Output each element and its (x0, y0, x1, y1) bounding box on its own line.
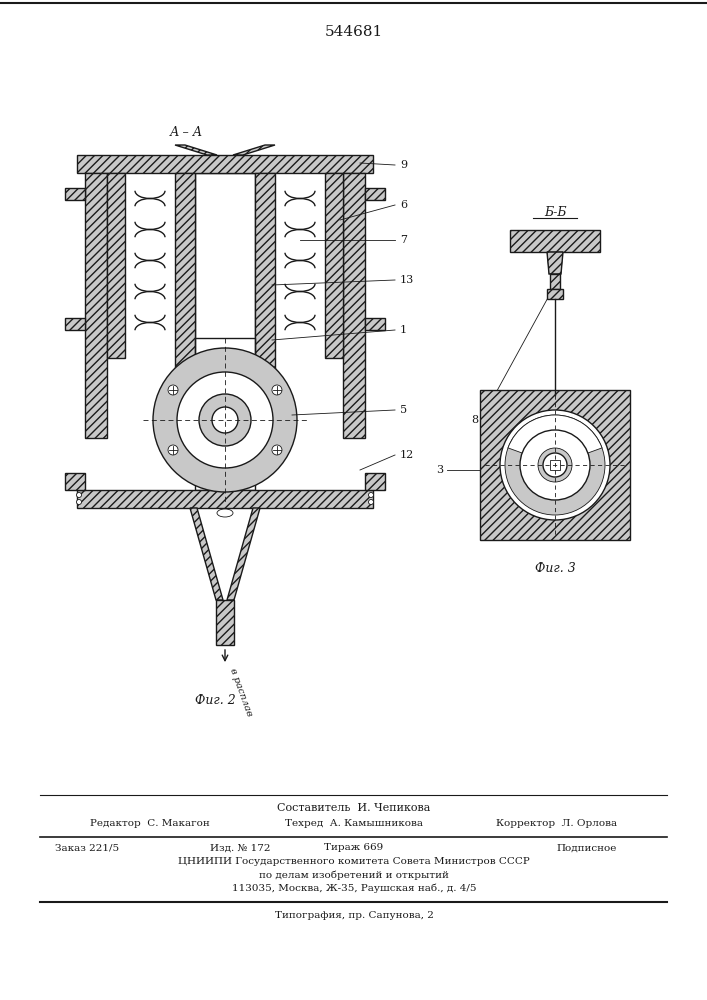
Text: 8: 8 (472, 415, 479, 425)
Bar (550, 274, 560, 289)
Text: 113035, Москва, Ж-35, Раушская наб., д. 4/5: 113035, Москва, Ж-35, Раушская наб., д. … (232, 883, 477, 893)
Polygon shape (190, 508, 223, 600)
Polygon shape (547, 252, 563, 274)
Text: 12: 12 (400, 450, 414, 460)
Ellipse shape (217, 509, 233, 517)
Text: 5: 5 (400, 405, 407, 415)
Bar (480, 390, 630, 540)
Circle shape (76, 499, 81, 504)
Circle shape (153, 348, 297, 492)
Text: 9: 9 (400, 160, 407, 170)
Bar (325, 173, 343, 358)
Polygon shape (233, 145, 275, 155)
Bar (365, 318, 385, 330)
Bar (77, 155, 373, 173)
Text: 3: 3 (436, 465, 443, 475)
Text: в расплав: в расплав (228, 667, 254, 717)
Text: 7: 7 (400, 235, 407, 245)
Polygon shape (175, 145, 217, 155)
Wedge shape (508, 415, 602, 465)
Bar (175, 173, 195, 438)
Text: 13: 13 (400, 275, 414, 285)
Text: Составитель  И. Чепикова: Составитель И. Чепикова (277, 803, 431, 813)
Text: Корректор  Л. Орлова: Корректор Л. Орлова (496, 818, 617, 828)
Text: А – А: А – А (170, 126, 203, 139)
Text: по делам изобретений и открытий: по делам изобретений и открытий (259, 870, 449, 880)
Circle shape (520, 430, 590, 500)
Polygon shape (227, 508, 260, 600)
Bar (510, 230, 600, 252)
Bar (195, 490, 255, 502)
Circle shape (199, 394, 251, 446)
Bar (107, 173, 125, 358)
Bar (365, 473, 385, 490)
Text: Фиг. 3: Фиг. 3 (534, 562, 575, 574)
Circle shape (168, 445, 178, 455)
Circle shape (543, 453, 567, 477)
Bar (547, 289, 563, 299)
Circle shape (177, 372, 273, 468)
Text: Заказ 221/5: Заказ 221/5 (55, 844, 119, 852)
Circle shape (505, 415, 605, 515)
Bar (550, 460, 560, 470)
Circle shape (272, 445, 282, 455)
Text: 6: 6 (400, 200, 407, 210)
Circle shape (76, 492, 81, 497)
Bar (195, 173, 255, 338)
Text: Редактор  С. Макагон: Редактор С. Макагон (90, 818, 210, 828)
Text: Б-Б: Б-Б (544, 206, 566, 219)
Text: 1: 1 (400, 325, 407, 335)
Circle shape (368, 492, 373, 497)
Text: Фиг. 2: Фиг. 2 (194, 694, 235, 706)
Text: Тираж 669: Тираж 669 (325, 844, 384, 852)
Bar (65, 188, 85, 200)
Circle shape (500, 410, 610, 520)
Bar (255, 173, 275, 438)
Circle shape (168, 385, 178, 395)
Circle shape (272, 385, 282, 395)
Bar (365, 188, 385, 200)
Text: Изд. № 172: Изд. № 172 (210, 844, 271, 852)
Bar (65, 473, 85, 490)
Bar (85, 173, 107, 438)
Circle shape (212, 407, 238, 433)
Text: Техред  А. Камышникова: Техред А. Камышникова (285, 818, 423, 828)
Bar (65, 318, 85, 330)
Text: Типография, пр. Сапунова, 2: Типография, пр. Сапунова, 2 (274, 910, 433, 920)
Text: 544681: 544681 (325, 25, 383, 39)
Text: Подписное: Подписное (556, 844, 617, 852)
Bar (216, 600, 234, 645)
Text: ЦНИИПИ Государственного комитета Совета Министров СССР: ЦНИИПИ Государственного комитета Совета … (178, 857, 530, 866)
Bar (77, 490, 373, 508)
Circle shape (368, 499, 373, 504)
Circle shape (538, 448, 572, 482)
Bar (343, 173, 365, 438)
